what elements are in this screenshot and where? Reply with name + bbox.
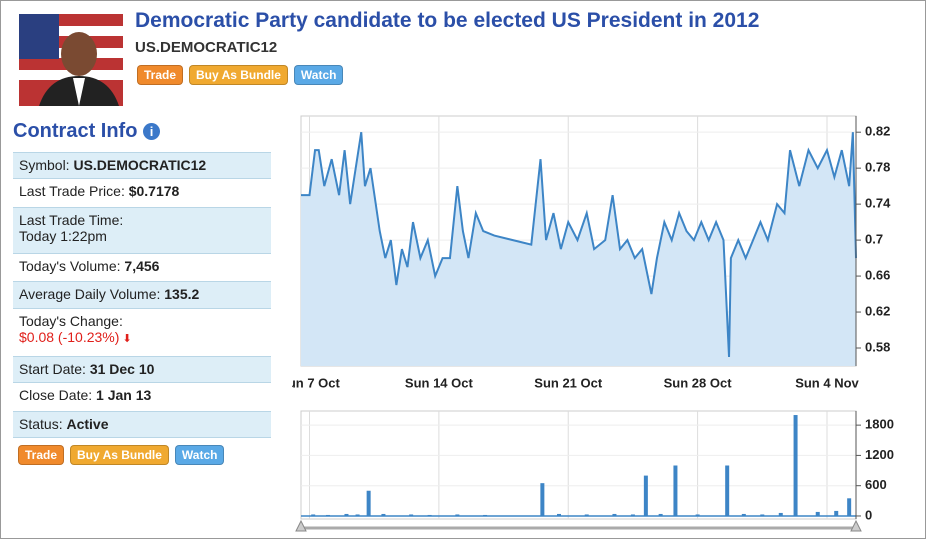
row-value: Active xyxy=(66,416,109,432)
info-row: Today's Volume: 7,456 xyxy=(13,254,271,281)
volume-bar xyxy=(455,514,460,516)
row-value: 7,456 xyxy=(124,258,160,274)
row-value: US.DEMOCRATIC12 xyxy=(73,157,207,173)
row-label: Symbol: xyxy=(19,157,70,173)
volume-bar xyxy=(540,483,545,516)
trade-button[interactable]: Trade xyxy=(18,445,65,465)
title: Democratic Party candidate to be elected… xyxy=(135,9,760,32)
y-tick-label: 0.78 xyxy=(865,160,890,175)
volume-bar xyxy=(834,510,839,516)
row-value: 1 Jan 13 xyxy=(96,387,152,403)
section-title-text: Contract Info xyxy=(13,120,138,142)
y-tick-label: 600 xyxy=(865,477,887,492)
area-fill xyxy=(301,132,856,366)
x-tick-label: Sun 14 Oct xyxy=(405,375,474,390)
scroll-handle[interactable] xyxy=(850,519,862,532)
row-label: Today's Volume: xyxy=(19,258,121,274)
row-label: Today's Change: xyxy=(19,313,123,329)
volume-bar xyxy=(793,415,798,516)
volume-bar xyxy=(695,514,700,516)
x-tick-label: Sun 28 Oct xyxy=(664,375,733,390)
row-label: Average Daily Volume: xyxy=(19,286,161,302)
info-row: Start Date: 31 Dec 10 xyxy=(13,356,271,383)
y-tick-label: 1800 xyxy=(865,417,894,432)
bundle-button[interactable]: Buy As Bundle xyxy=(70,445,169,465)
volume-bar xyxy=(741,513,746,516)
section-title: Contract Info i xyxy=(13,120,160,143)
symbol: US.DEMOCRATIC12 xyxy=(135,39,278,56)
info-row: Close Date: 1 Jan 13 xyxy=(13,383,271,411)
watch-button[interactable]: Watch xyxy=(293,65,344,85)
volume-bar xyxy=(630,514,635,516)
y-tick-label: 0.74 xyxy=(865,196,891,211)
scroll-handle[interactable] xyxy=(295,519,307,532)
volume-bar xyxy=(760,514,765,516)
y-tick-label: 0.62 xyxy=(865,303,890,318)
button-bar: Trade Buy As Bundle Watch xyxy=(18,445,230,465)
row-label: Last Trade Price: xyxy=(19,183,125,199)
row-value: $0.08 (-10.23%) xyxy=(19,329,120,345)
row-value: 135.2 xyxy=(164,286,200,302)
y-tick-label: 0.7 xyxy=(865,232,883,247)
price-line xyxy=(301,132,857,358)
volume-bar xyxy=(344,513,349,516)
y-tick-label: 0.82 xyxy=(865,124,890,139)
row-label: Start Date: xyxy=(19,361,86,377)
info-row: Average Daily Volume: 135.2 xyxy=(13,281,271,309)
volume-bar xyxy=(355,514,360,516)
volume-bar xyxy=(557,513,562,516)
plot-area xyxy=(300,410,857,520)
info-row: Last Trade Price: $0.7178 xyxy=(13,179,271,207)
volume-bar xyxy=(778,512,783,516)
x-tick-label: Sun 4 Nov xyxy=(795,375,859,390)
watch-button[interactable]: Watch xyxy=(174,445,225,465)
row-value: $0.7178 xyxy=(128,183,180,199)
volume-bar xyxy=(584,514,589,516)
info-row: Today's Change: $0.08 (-10.23%) ⬇ xyxy=(13,309,271,356)
info-row: Status: Active xyxy=(13,411,271,438)
photo xyxy=(19,14,123,106)
button-bar: Trade Buy As Bundle Watch xyxy=(137,65,349,85)
trade-button[interactable]: Trade xyxy=(137,65,184,85)
volume-bar xyxy=(658,513,663,516)
y-tick-label: 0.58 xyxy=(865,339,890,354)
bundle-button[interactable]: Buy As Bundle xyxy=(189,65,288,85)
row-value: 31 Dec 10 xyxy=(89,361,155,377)
volume-bar xyxy=(612,513,617,516)
row-label: Status: xyxy=(19,416,63,432)
volume-bar xyxy=(366,490,371,516)
volume-bar xyxy=(847,498,852,516)
down-arrow: ⬇ xyxy=(119,333,132,345)
x-tick-label: Sun 21 Oct xyxy=(534,375,603,390)
volume-bar xyxy=(311,514,316,516)
volume-bar xyxy=(643,475,648,516)
info-icon[interactable]: i xyxy=(143,123,160,141)
y-tick-label: 0 xyxy=(865,507,872,522)
x-tick-label: Sun 7 Oct xyxy=(279,375,340,390)
volume-bar xyxy=(673,465,678,516)
volume-bar xyxy=(815,511,820,516)
y-tick-label: 1200 xyxy=(865,447,894,462)
info-row: Symbol: US.DEMOCRATIC12 xyxy=(13,152,271,179)
row-label: Close Date: xyxy=(19,387,93,403)
row-value: Today 1:22pm xyxy=(19,228,107,244)
volume-bar xyxy=(725,465,730,516)
volume-bar xyxy=(381,513,386,516)
volume-bar xyxy=(409,514,414,516)
y-tick-label: 0.66 xyxy=(865,268,890,283)
row-label: Last Trade Time: xyxy=(19,212,124,228)
info-row: Last Trade Time: Today 1:22pm xyxy=(13,207,271,254)
